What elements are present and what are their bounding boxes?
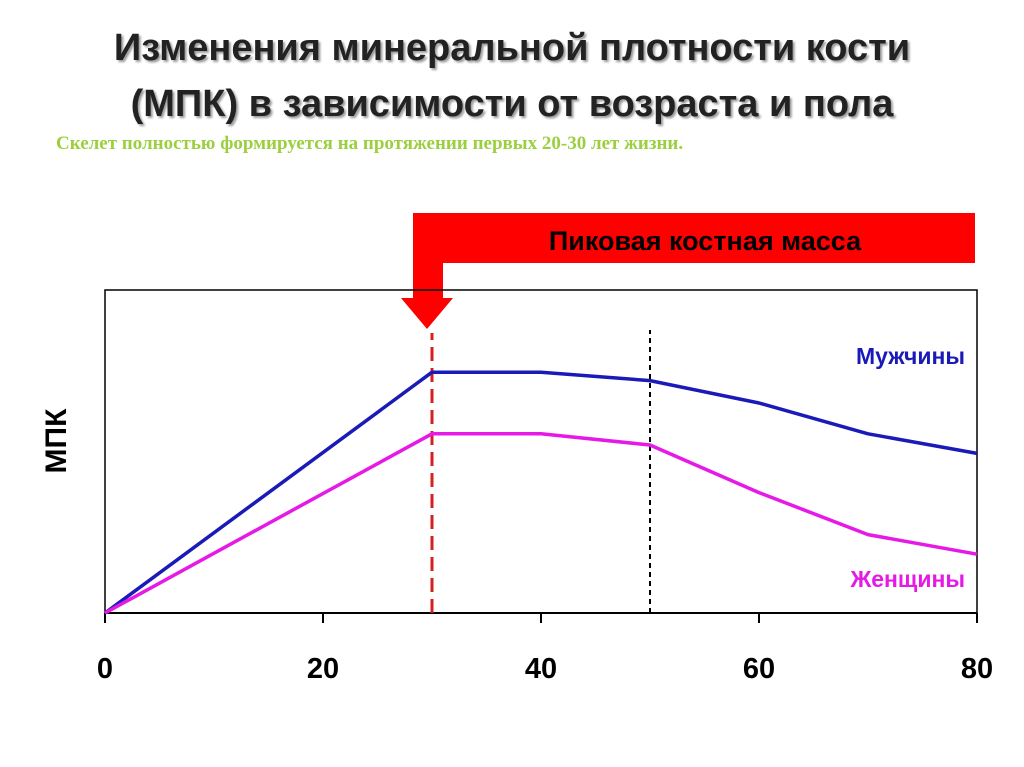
banner-arrow-shape <box>401 213 975 329</box>
plot-frame <box>104 289 978 614</box>
series-label-women: Женщины <box>849 566 965 592</box>
x-tick-label-80: 80 <box>961 653 993 685</box>
title-line-2: (МПК) в зависимости от возраста и пола <box>130 83 894 125</box>
x-tick-label-0: 0 <box>97 653 113 685</box>
banner-label: Пиковая костная масса <box>549 226 862 256</box>
slide-subtitle: Скелет полностью формируется на протяжен… <box>56 133 684 154</box>
series-label-men: Мужчины <box>856 343 965 369</box>
peak-bone-mass-banner: Пиковая костная масса <box>401 213 975 329</box>
series-lines <box>103 370 978 615</box>
reference-lines <box>430 330 651 613</box>
x-tick-label-60: 60 <box>743 653 775 685</box>
slide-title: Изменения минеральной плотности кости (М… <box>0 20 1024 132</box>
y-axis-label: МПК <box>40 408 73 474</box>
title-line-1: Изменения минеральной плотности кости <box>113 27 911 69</box>
x-axis-ticks <box>104 613 978 623</box>
series-line-women <box>104 432 978 615</box>
x-tick-label-20: 20 <box>307 653 339 685</box>
series-line-men <box>103 370 978 615</box>
x-tick-label-40: 40 <box>525 653 557 685</box>
x-axis-tick-labels: 0 20 40 60 80 <box>97 653 993 685</box>
